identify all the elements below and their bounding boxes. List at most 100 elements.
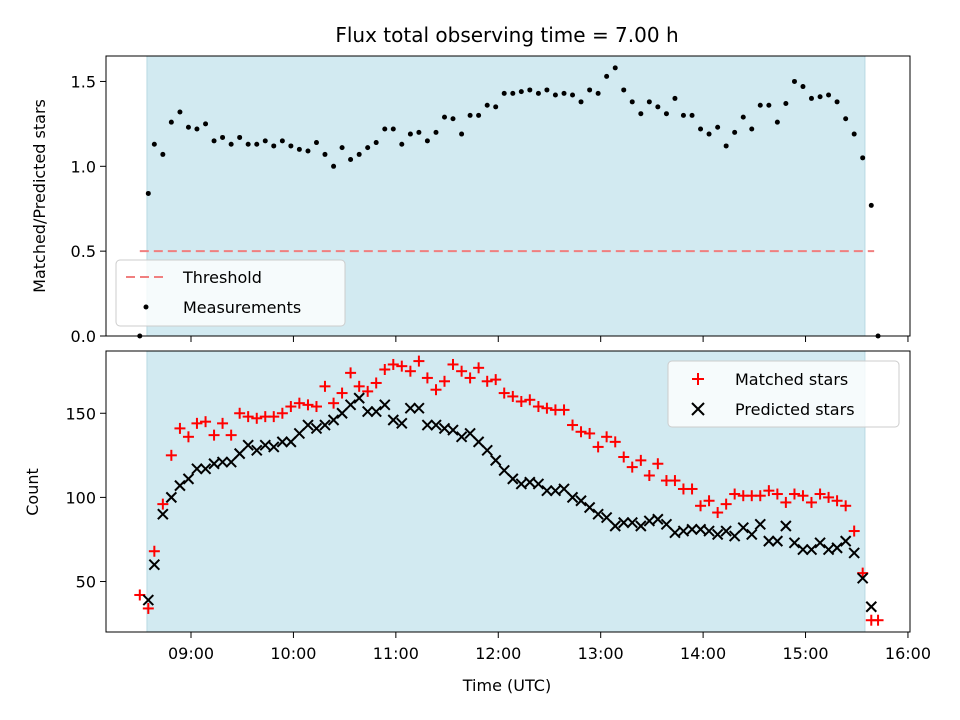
- matched-point: [268, 411, 280, 423]
- measurement-point: [399, 141, 405, 147]
- matched-point: [575, 426, 587, 438]
- y-tick-label: 150: [65, 404, 96, 423]
- matched-point: [498, 387, 510, 399]
- predicted-point: [805, 543, 818, 556]
- predicted-point: [635, 520, 647, 532]
- predicted-point: [831, 542, 843, 554]
- measurement-point: [185, 124, 191, 130]
- measurement-point: [826, 92, 832, 98]
- matched-point: [780, 496, 792, 508]
- measurement-point: [843, 116, 849, 122]
- y-tick-label: 0.5: [71, 242, 96, 261]
- measurement-point: [373, 140, 379, 146]
- measurement-point: [570, 92, 576, 98]
- predicted-point: [566, 491, 579, 504]
- predicted-point: [524, 476, 536, 488]
- matched-point: [438, 375, 450, 387]
- measurement-point: [145, 190, 151, 196]
- measurement-point: [672, 95, 678, 101]
- predicted-point: [379, 399, 391, 411]
- matched-point: [609, 436, 621, 448]
- matched-point: [225, 429, 237, 441]
- matched-point: [481, 375, 493, 387]
- legend-matched-swatch: [692, 373, 704, 385]
- matched-point: [848, 525, 860, 537]
- predicted-point: [677, 525, 690, 537]
- predicted-point: [737, 521, 749, 534]
- top-legend: Threshold Measurements: [115, 259, 346, 327]
- matched-point: [353, 380, 365, 392]
- predicted-point: [609, 520, 621, 532]
- matched-point: [592, 441, 604, 453]
- predicted-point: [549, 484, 562, 497]
- predicted-point: [711, 528, 724, 541]
- matched-point: [532, 401, 544, 413]
- matched-point: [473, 362, 485, 374]
- matched-point: [404, 365, 416, 377]
- x-axis-label: Time (UTC): [462, 676, 551, 695]
- measurement-point: [484, 102, 490, 108]
- predicted-point: [814, 537, 826, 549]
- predicted-point: [225, 456, 237, 468]
- legend-matched-label: Matched stars: [735, 370, 848, 389]
- predicted-point: [396, 417, 408, 430]
- matched-point: [524, 394, 536, 406]
- predicted-point: [856, 572, 869, 584]
- matched-point: [669, 475, 681, 487]
- predicted-point: [216, 456, 229, 468]
- measurement-point: [339, 145, 345, 151]
- predicted-point: [464, 427, 476, 440]
- predicted-point: [157, 508, 169, 520]
- predicted-point: [268, 441, 280, 453]
- measurement-point: [433, 129, 439, 135]
- matched-point: [515, 395, 527, 407]
- predicted-point: [285, 436, 297, 448]
- bottom-panel: 50 100 150 09:00 10:00 11:00 12:00 13:00 14:00 1…: [23, 350, 931, 695]
- matched-point: [200, 416, 212, 428]
- matched-point: [208, 429, 220, 441]
- measurement-points: [137, 65, 881, 339]
- predicted-point: [780, 520, 792, 532]
- measurement-point: [467, 112, 473, 118]
- measurement-point: [715, 124, 721, 130]
- matched-point: [276, 407, 288, 419]
- matched-point: [626, 461, 638, 473]
- x-tick-label: 12:00: [475, 644, 521, 663]
- measurement-point: [305, 148, 311, 154]
- predicted-point: [583, 501, 596, 514]
- matched-point: [328, 397, 340, 409]
- matched-point: [191, 417, 203, 429]
- predicted-point: [771, 535, 784, 547]
- predicted-point: [182, 473, 195, 485]
- predicted-point: [703, 525, 715, 537]
- measurement-point: [382, 126, 388, 132]
- x-tick-label: 13:00: [578, 644, 624, 663]
- x-tick-label: 15:00: [782, 644, 828, 663]
- matched-point: [840, 500, 852, 512]
- measurement-point: [160, 151, 166, 157]
- predicted-point: [472, 436, 485, 448]
- matched-point: [217, 417, 229, 429]
- predicted-point: [293, 427, 306, 440]
- matched-point: [601, 431, 613, 443]
- measurement-point: [237, 134, 243, 140]
- legend-measurements-label: Measurements: [183, 298, 301, 317]
- measurement-point: [356, 151, 362, 157]
- predicted-point: [558, 483, 570, 495]
- matched-point: [396, 360, 408, 372]
- measurement-point: [450, 116, 456, 122]
- measurement-point: [220, 134, 226, 140]
- matched-points: [134, 355, 884, 626]
- matched-point: [293, 397, 305, 409]
- bottom-legend-box: [667, 360, 900, 428]
- predicted-point: [600, 511, 613, 524]
- legend-predicted-swatch: [691, 402, 705, 416]
- measurement-point: [459, 131, 465, 137]
- predicted-point: [515, 478, 528, 490]
- measurement-point: [552, 92, 558, 98]
- predicted-point: [592, 508, 604, 520]
- predicted-point: [251, 444, 263, 456]
- measurement-point: [296, 146, 302, 152]
- measurement-point: [638, 111, 644, 117]
